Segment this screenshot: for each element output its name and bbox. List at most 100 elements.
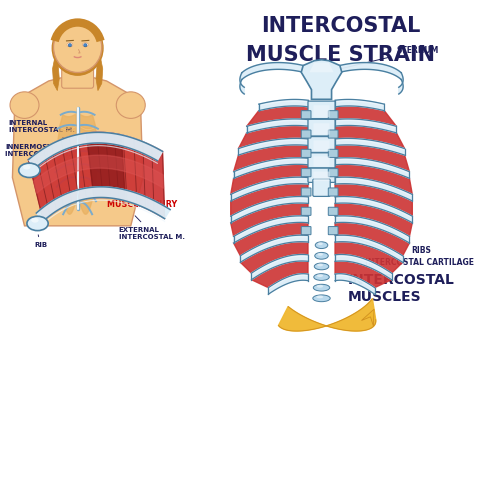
Ellipse shape xyxy=(314,263,329,270)
Polygon shape xyxy=(335,242,402,273)
Polygon shape xyxy=(60,180,76,201)
Polygon shape xyxy=(230,184,308,216)
Polygon shape xyxy=(335,138,404,155)
Polygon shape xyxy=(60,114,76,129)
Ellipse shape xyxy=(318,253,323,256)
Polygon shape xyxy=(80,140,98,158)
FancyBboxPatch shape xyxy=(314,156,330,166)
Polygon shape xyxy=(80,114,96,129)
Polygon shape xyxy=(335,126,404,148)
Polygon shape xyxy=(80,128,97,144)
Polygon shape xyxy=(301,60,342,100)
Ellipse shape xyxy=(31,218,38,222)
Polygon shape xyxy=(238,126,308,148)
FancyBboxPatch shape xyxy=(328,130,338,138)
FancyBboxPatch shape xyxy=(308,168,335,182)
Ellipse shape xyxy=(27,216,48,230)
Ellipse shape xyxy=(313,295,330,302)
Polygon shape xyxy=(36,187,170,221)
Ellipse shape xyxy=(18,163,40,178)
Polygon shape xyxy=(335,254,392,280)
FancyBboxPatch shape xyxy=(308,101,335,118)
Polygon shape xyxy=(240,242,308,273)
FancyBboxPatch shape xyxy=(308,120,335,136)
FancyBboxPatch shape xyxy=(328,226,338,234)
FancyBboxPatch shape xyxy=(301,150,311,158)
FancyBboxPatch shape xyxy=(328,208,338,216)
Polygon shape xyxy=(234,145,308,172)
Polygon shape xyxy=(58,128,76,144)
Polygon shape xyxy=(230,177,308,201)
Polygon shape xyxy=(58,166,76,186)
Polygon shape xyxy=(362,309,374,326)
Polygon shape xyxy=(240,235,308,262)
Ellipse shape xyxy=(315,242,328,248)
Polygon shape xyxy=(335,203,412,236)
Polygon shape xyxy=(335,177,412,201)
Polygon shape xyxy=(238,138,308,155)
Polygon shape xyxy=(240,73,244,94)
Polygon shape xyxy=(246,106,308,126)
FancyBboxPatch shape xyxy=(314,172,330,181)
Text: INTERNAL
INTERCOSTAL M.: INTERNAL INTERCOSTAL M. xyxy=(8,120,74,142)
Polygon shape xyxy=(268,274,308,294)
FancyBboxPatch shape xyxy=(301,130,311,138)
FancyBboxPatch shape xyxy=(308,153,335,168)
FancyBboxPatch shape xyxy=(313,179,330,196)
Ellipse shape xyxy=(316,296,324,298)
FancyBboxPatch shape xyxy=(301,188,311,196)
Polygon shape xyxy=(86,132,126,201)
Polygon shape xyxy=(335,145,409,172)
Polygon shape xyxy=(335,184,412,216)
FancyBboxPatch shape xyxy=(314,106,330,117)
Ellipse shape xyxy=(23,164,30,170)
Polygon shape xyxy=(258,100,308,110)
Polygon shape xyxy=(242,62,307,80)
Polygon shape xyxy=(335,274,374,294)
Ellipse shape xyxy=(84,44,87,47)
Ellipse shape xyxy=(82,42,88,47)
FancyBboxPatch shape xyxy=(328,188,338,196)
FancyBboxPatch shape xyxy=(314,140,330,151)
Polygon shape xyxy=(335,100,384,110)
Ellipse shape xyxy=(67,42,73,47)
FancyBboxPatch shape xyxy=(308,136,335,152)
Text: INTERCOSTAL: INTERCOSTAL xyxy=(348,273,455,287)
Polygon shape xyxy=(278,298,376,331)
Ellipse shape xyxy=(318,242,323,245)
Ellipse shape xyxy=(314,284,330,291)
Polygon shape xyxy=(52,52,60,90)
Polygon shape xyxy=(335,196,412,222)
Polygon shape xyxy=(94,52,102,90)
Polygon shape xyxy=(230,196,308,222)
Polygon shape xyxy=(230,164,308,194)
Polygon shape xyxy=(58,154,76,172)
Ellipse shape xyxy=(316,285,323,288)
Ellipse shape xyxy=(54,22,102,72)
Polygon shape xyxy=(335,222,409,256)
Polygon shape xyxy=(335,235,402,262)
FancyBboxPatch shape xyxy=(62,62,94,88)
Text: MUSCLES: MUSCLES xyxy=(348,290,422,304)
Ellipse shape xyxy=(116,92,145,118)
Polygon shape xyxy=(335,261,392,287)
Polygon shape xyxy=(80,180,96,201)
Polygon shape xyxy=(310,62,334,72)
Text: INTERCOSTAL: INTERCOSTAL xyxy=(261,16,420,36)
Text: RIBS: RIBS xyxy=(386,228,430,256)
FancyBboxPatch shape xyxy=(328,110,338,119)
Polygon shape xyxy=(252,261,308,287)
FancyBboxPatch shape xyxy=(328,168,338,176)
Polygon shape xyxy=(62,192,76,214)
Polygon shape xyxy=(246,119,308,133)
Polygon shape xyxy=(234,158,308,178)
Text: MUSCLE STRAIN: MUSCLE STRAIN xyxy=(246,44,436,64)
Ellipse shape xyxy=(52,21,103,75)
Polygon shape xyxy=(12,74,143,226)
Polygon shape xyxy=(34,155,164,194)
Ellipse shape xyxy=(314,274,329,280)
Ellipse shape xyxy=(10,92,39,118)
FancyBboxPatch shape xyxy=(301,226,311,234)
Text: INNERMOST
INTERCOSTAL M.: INNERMOST INTERCOSTAL M. xyxy=(5,144,71,160)
Ellipse shape xyxy=(68,44,71,47)
